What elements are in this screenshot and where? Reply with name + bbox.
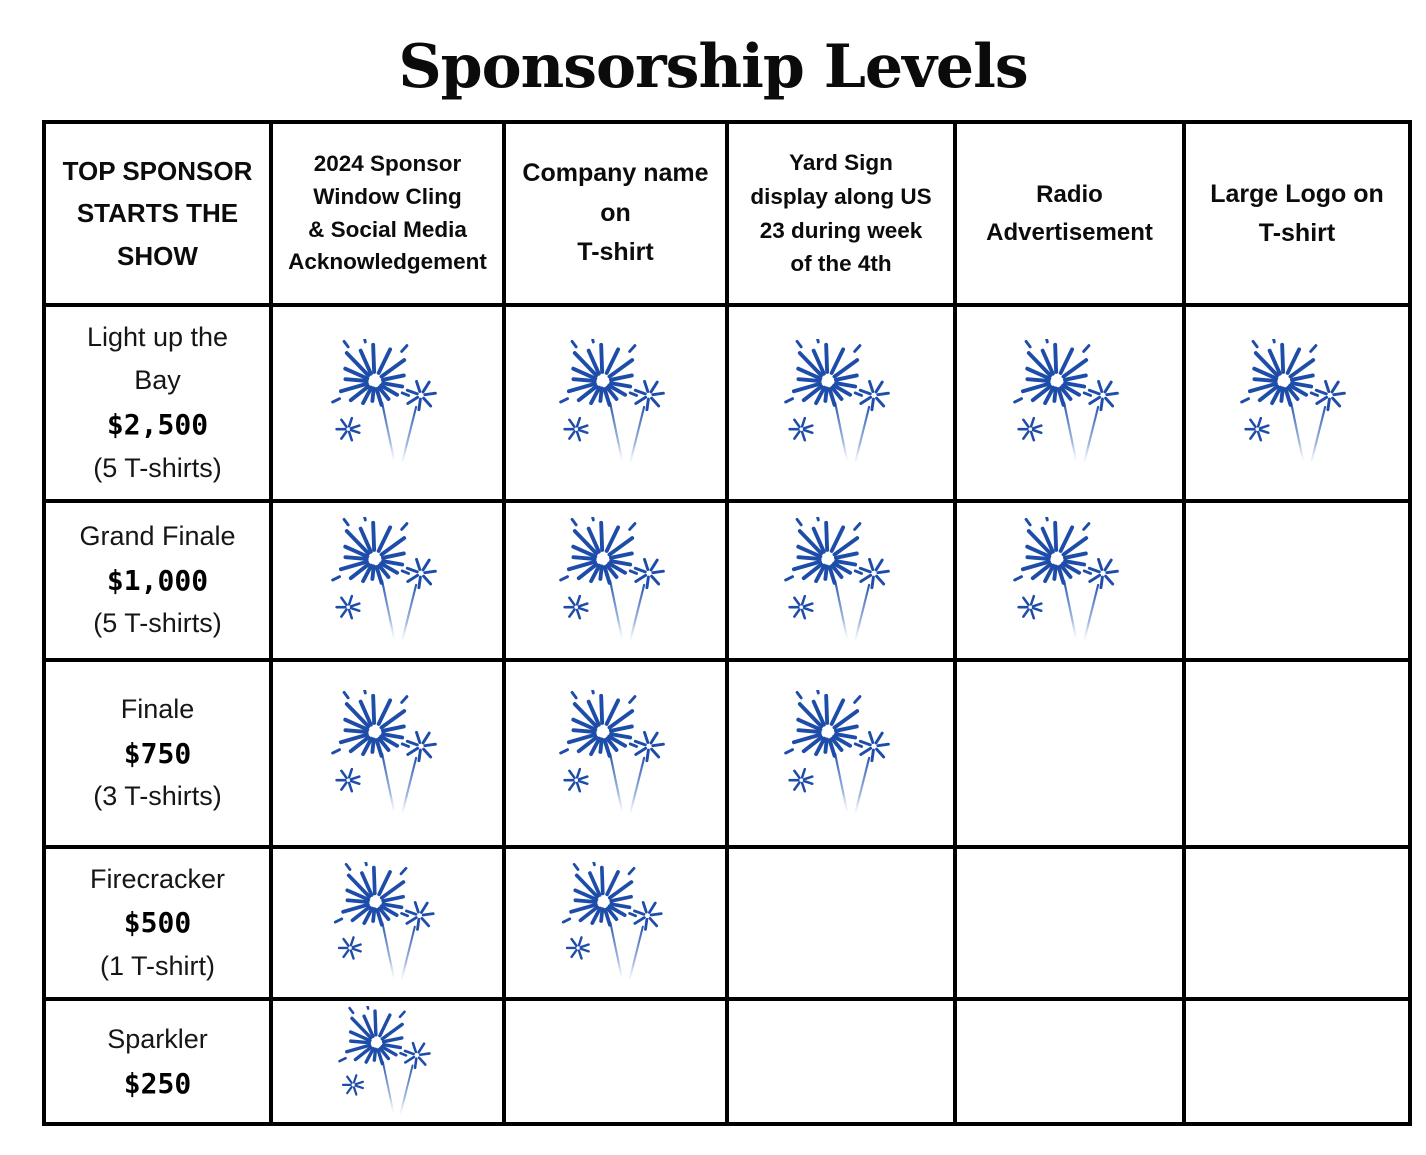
tier-tshirt-count: (5 T-shirts) (93, 452, 222, 483)
benefit-cell-finale-window-cling (269, 658, 506, 849)
benefit-cell-grand-finale-large-logo-tshirt (1182, 499, 1412, 662)
tier-tshirt-count: (1 T-shirt) (99, 950, 215, 981)
row-label-finale: Finale $750 (3 T-shirts) (42, 658, 273, 849)
fireworks-icon (330, 339, 437, 463)
fireworks-icon (561, 862, 663, 980)
benefit-cell-sparkler-radio-ad (953, 997, 1186, 1126)
header-line: Radio (1036, 180, 1103, 208)
header-line: T-shirt (1258, 218, 1336, 247)
page-title: Sponsorship Levels (398, 32, 1028, 102)
column-header-radio-ad: Radio Advertisement (953, 120, 1186, 307)
fireworks-icon (784, 339, 890, 463)
benefit-cell-firecracker-radio-ad (953, 845, 1186, 1001)
header-line: Yard Sign (789, 150, 893, 175)
benefit-cell-light-up-the-bay-radio-ad (953, 303, 1186, 503)
tier-price: $750 (123, 736, 192, 770)
table-row-sparkler: Sparkler $250 (42, 997, 1412, 1126)
benefit-cell-firecracker-window-cling (269, 845, 506, 1001)
tier-name-line: Light up the (86, 321, 229, 352)
benefit-cell-firecracker-company-name-tshirt (502, 845, 729, 1001)
benefit-cell-light-up-the-bay-yard-sign (725, 303, 957, 503)
tier-name-line: Bay (134, 365, 181, 396)
table-row-finale: Finale $750 (3 T-shirts) (42, 658, 1412, 849)
row-label-light-up-the-bay: Light up the Bay $2,500 (5 T-shirts) (42, 303, 273, 503)
tier-name-line: Firecracker (89, 863, 225, 894)
benefit-cell-light-up-the-bay-company-name-tshirt (502, 303, 729, 503)
benefit-cell-finale-yard-sign (725, 658, 957, 849)
fireworks-icon (1012, 339, 1119, 463)
column-header-top-sponsor: TOP SPONSOR STARTS THE SHOW (42, 120, 273, 307)
header-line: Window Cling (313, 183, 462, 209)
header-line: STARTS THE (76, 198, 239, 229)
header-line: 23 during week (759, 217, 923, 243)
fireworks-icon (1012, 516, 1119, 640)
benefit-cell-sparkler-yard-sign (725, 997, 957, 1126)
column-header-yard-sign: Yard Sign display along US 23 during week o… (725, 120, 957, 307)
tier-name-line: Sparkler (107, 1023, 208, 1054)
benefit-cell-light-up-the-bay-window-cling (269, 303, 506, 503)
table-row-grand-finale: Grand Finale $1,000 (5 T-shirts) (42, 499, 1412, 662)
fireworks-icon (558, 689, 665, 813)
fireworks-icon (337, 1005, 431, 1114)
header-line: 2024 Sponsor (313, 150, 462, 176)
column-header-large-logo-tshirt: Large Logo on T-shirt (1182, 120, 1412, 307)
benefit-cell-sparkler-company-name-tshirt (502, 997, 729, 1126)
header-line: T-shirt (577, 238, 654, 267)
benefit-cell-finale-large-logo-tshirt (1182, 658, 1412, 849)
benefit-cell-grand-finale-yard-sign (725, 499, 957, 662)
fireworks-icon (330, 689, 437, 813)
header-line: Company name (522, 159, 709, 188)
sponsorship-table: TOP SPONSOR STARTS THE SHOW 2024 Sponsor Win… (42, 120, 1412, 1126)
tier-tshirt-count: (3 T-shirts) (93, 781, 222, 812)
table-row-light-up-the-bay: Light up the Bay $2,500 (5 T-shirts) (42, 303, 1412, 503)
tier-price: $2,500 (106, 408, 209, 442)
benefit-cell-grand-finale-radio-ad (953, 499, 1186, 662)
header-line: display along US (750, 183, 932, 209)
header-line: Acknowledgement (288, 249, 487, 275)
header-line: of the 4th (790, 251, 892, 277)
fireworks-icon (1240, 339, 1346, 463)
tier-tshirt-count: (5 T-shirts) (93, 608, 222, 639)
fireworks-icon (558, 339, 665, 463)
row-label-firecracker: Firecracker $500 (1 T-shirt) (42, 845, 273, 1001)
header-line: Advertisement (986, 218, 1153, 246)
benefit-cell-sparkler-large-logo-tshirt (1182, 997, 1412, 1126)
fireworks-icon (330, 516, 437, 640)
column-header-company-name-tshirt: Company name on T-shirt (502, 120, 729, 307)
benefit-cell-finale-radio-ad (953, 658, 1186, 849)
table-header-row: TOP SPONSOR STARTS THE SHOW 2024 Sponsor Win… (42, 120, 1412, 307)
tier-price: $500 (123, 906, 192, 940)
benefit-cell-sparkler-window-cling (269, 997, 506, 1126)
header-line: Large Logo on (1210, 179, 1384, 208)
fireworks-icon (333, 862, 435, 980)
table-row-firecracker: Firecracker $500 (1 T-shirt) (42, 845, 1412, 1001)
benefit-cell-finale-company-name-tshirt (502, 658, 729, 849)
header-line: SHOW (117, 240, 198, 271)
benefit-cell-firecracker-large-logo-tshirt (1182, 845, 1412, 1001)
tier-name-line: Grand Finale (79, 521, 236, 552)
column-header-window-cling: 2024 Sponsor Window Cling & Social Media Ac… (269, 120, 506, 307)
header-line: & Social Media (308, 216, 467, 242)
benefit-cell-firecracker-yard-sign (725, 845, 957, 1001)
tier-price: $1,000 (106, 563, 209, 597)
tier-price: $250 (123, 1066, 192, 1100)
header-line: TOP SPONSOR (62, 156, 253, 187)
benefit-cell-light-up-the-bay-large-logo-tshirt (1182, 303, 1412, 503)
fireworks-icon (784, 689, 890, 813)
fireworks-icon (558, 516, 665, 640)
benefit-cell-grand-finale-company-name-tshirt (502, 499, 729, 662)
benefit-cell-grand-finale-window-cling (269, 499, 506, 662)
row-label-sparkler: Sparkler $250 (42, 997, 273, 1126)
header-line: on (600, 198, 631, 227)
fireworks-icon (784, 516, 890, 640)
tier-name-line: Finale (120, 694, 195, 725)
row-label-grand-finale: Grand Finale $1,000 (5 T-shirts) (42, 499, 273, 662)
